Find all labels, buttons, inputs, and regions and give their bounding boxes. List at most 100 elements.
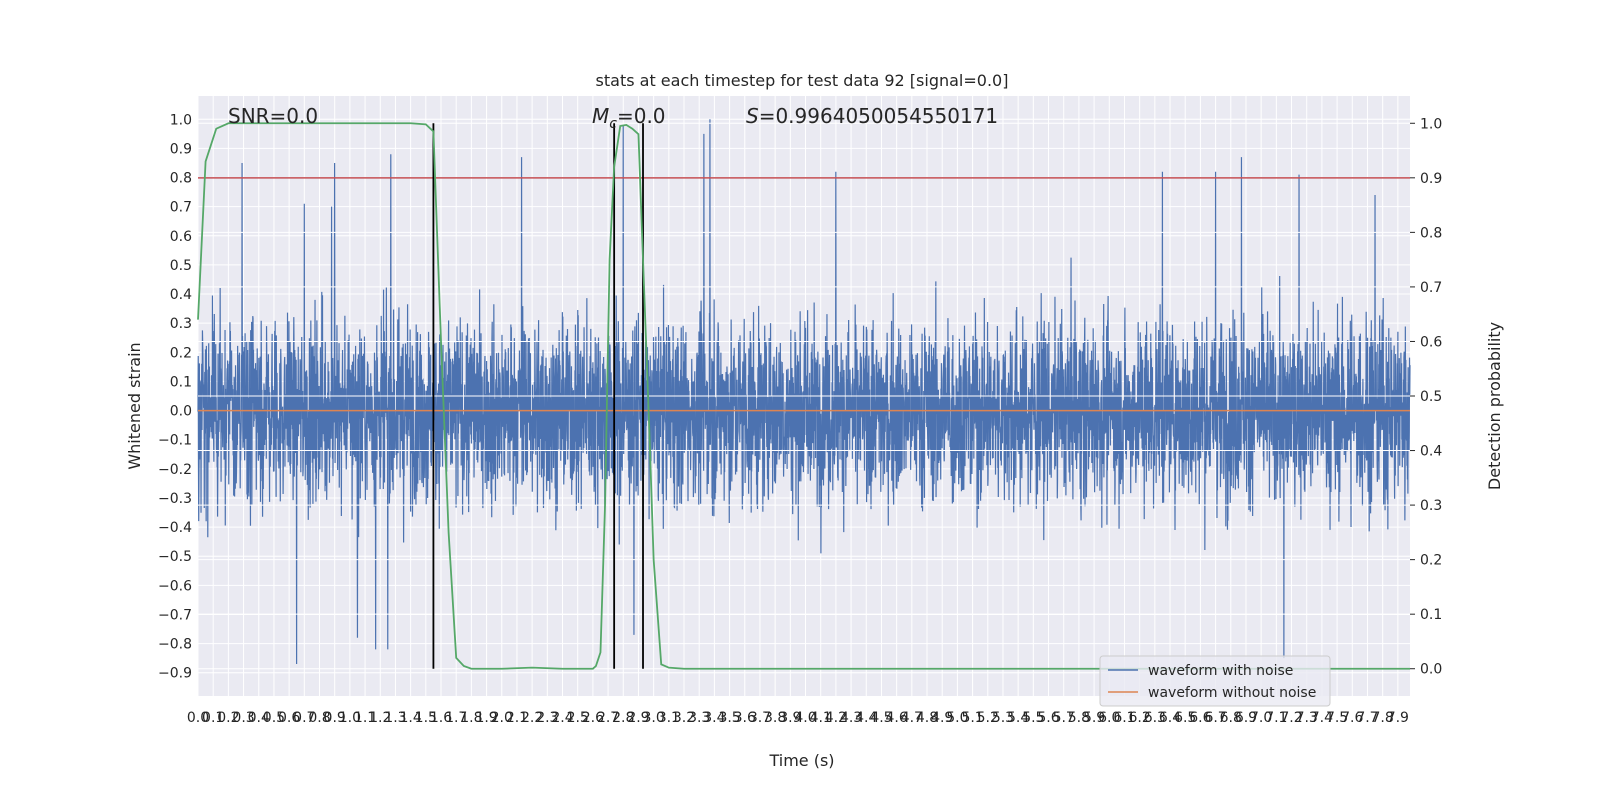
x-tick-label: 5.1 (961, 710, 983, 726)
y-tick-label: −0.5 (158, 549, 192, 565)
x-tick-label: 1.1 (354, 710, 376, 726)
x-tick-label: 0.3 (232, 710, 254, 726)
x-tick-label: 7.0 (1250, 710, 1272, 726)
x-tick-label: 3.1 (658, 710, 680, 726)
x-tick-label: 2.2 (521, 710, 543, 726)
y2-tick-label: 0.0 (1420, 662, 1442, 678)
x-tick-label: 1.0 (339, 710, 361, 726)
y-tick-label: −0.7 (158, 607, 192, 623)
x-tick-label: 7.8 (1372, 710, 1394, 726)
x-tick-label: 4.0 (794, 710, 816, 726)
x-tick-label: 5.2 (977, 710, 999, 726)
x-tick-label: 7.4 (1311, 710, 1333, 726)
series-waveform-with-noise (197, 119, 1411, 664)
legend-label-noise: waveform with noise (1148, 663, 1293, 679)
x-tick-label: 6.0 (1098, 710, 1120, 726)
x-tick-label: 6.8 (1220, 710, 1242, 726)
x-tick-label: 7.5 (1326, 710, 1348, 726)
y-tick-label: 0.9 (170, 141, 192, 157)
series-layer (197, 119, 1411, 664)
x-tick-label: 6.6 (1189, 710, 1211, 726)
overlay-layer (197, 122, 1410, 670)
x-tick-label: 2.0 (491, 710, 513, 726)
x-tick-label: 6.3 (1144, 710, 1166, 726)
y-tick-label: −0.1 (158, 433, 192, 449)
legend: waveform with noise waveform without noi… (1099, 655, 1331, 707)
x-tick-label: 3.6 (734, 710, 756, 726)
y2-tick-label: 0.5 (1420, 389, 1442, 405)
x-tick-label: 3.9 (779, 710, 801, 726)
y-tick-label: −0.6 (158, 578, 192, 594)
legend-box (1099, 655, 1331, 707)
x-tick-label: 7.2 (1280, 710, 1302, 726)
x-tick-label: 0.4 (248, 710, 270, 726)
x-tick-label: 4.3 (840, 710, 862, 726)
x-tick-label: 0.1 (202, 710, 224, 726)
x-tick-label: 5.4 (1007, 710, 1029, 726)
y-tick-label: −0.2 (158, 462, 192, 478)
x-tick-label: 2.5 (567, 710, 589, 726)
x-tick-label: 1.6 (430, 710, 452, 726)
x-tick-label: 2.7 (597, 710, 619, 726)
x-tick-label: 4.5 (870, 710, 892, 726)
x-tick-label: 6.7 (1204, 710, 1226, 726)
annotation-score: S=0.9964050054550171 (746, 104, 998, 128)
x-tick-label: 5.6 (1037, 710, 1059, 726)
y-tick-label: 0.7 (170, 200, 192, 216)
x-tick-label: 1.4 (399, 710, 421, 726)
x-tick-label: 5.0 (946, 710, 968, 726)
x-tick-label: 2.3 (536, 710, 558, 726)
y2-tick-label: 0.4 (1420, 444, 1442, 460)
y-tick-label: 0.8 (170, 171, 192, 187)
x-tick-label: 2.4 (551, 710, 573, 726)
y2-tick-label: 0.8 (1420, 225, 1442, 241)
x-tick-label: 0.7 (293, 710, 315, 726)
y-tick-label: 0.4 (170, 287, 192, 303)
x-tick-label: 0.0 (187, 710, 209, 726)
x-tick-label: 4.7 (901, 710, 923, 726)
y2-tick-label: 0.6 (1420, 334, 1442, 350)
x-tick-label: 0.2 (217, 710, 239, 726)
y-tick-label: 0.0 (170, 404, 192, 420)
x-tick-label: 2.1 (506, 710, 528, 726)
y-tick-label: 0.1 (170, 374, 192, 390)
x-tick-label: 0.8 (308, 710, 330, 726)
ticks: 0.00.10.20.30.40.50.60.70.80.91.01.11.21… (158, 112, 1442, 726)
annotation-chirp-mass: Mc=0.0 (592, 104, 666, 132)
y2-tick-label: 0.2 (1420, 553, 1442, 569)
x-tick-label: 5.8 (1068, 710, 1090, 726)
x-tick-label: 1.5 (415, 710, 437, 726)
x-tick-label: 4.6 (886, 710, 908, 726)
x-tick-label: 2.6 (582, 710, 604, 726)
chart-title: stats at each timestep for test data 92 … (596, 71, 1009, 90)
y-tick-label: 1.0 (170, 112, 192, 128)
x-tick-label: 6.4 (1159, 710, 1181, 726)
y-tick-label: −0.3 (158, 491, 192, 507)
x-tick-label: 0.5 (263, 710, 285, 726)
x-tick-label: 5.5 (1022, 710, 1044, 726)
x-tick-label: 5.9 (1083, 710, 1105, 726)
x-tick-label: 4.8 (916, 710, 938, 726)
x-axis-label: Time (s) (768, 751, 834, 770)
x-tick-label: 4.9 (931, 710, 953, 726)
y-tick-label: 0.3 (170, 316, 192, 332)
x-tick-label: 3.8 (764, 710, 786, 726)
y-tick-label: 0.5 (170, 258, 192, 274)
x-tick-label: 1.7 (445, 710, 467, 726)
x-tick-label: 7.1 (1265, 710, 1287, 726)
y2-tick-label: 0.3 (1420, 498, 1442, 514)
x-tick-label: 4.4 (855, 710, 877, 726)
x-tick-label: 3.5 (718, 710, 740, 726)
x-tick-label: 7.7 (1356, 710, 1378, 726)
x-tick-label: 3.3 (688, 710, 710, 726)
y-tick-label: −0.9 (158, 666, 192, 682)
x-tick-label: 0.6 (278, 710, 300, 726)
x-tick-label: 7.3 (1296, 710, 1318, 726)
y2-tick-label: 0.7 (1420, 280, 1442, 296)
x-tick-label: 3.0 (643, 710, 665, 726)
series-detection-probability (197, 122, 1410, 670)
x-tick-label: 1.8 (460, 710, 482, 726)
x-tick-label: 3.2 (673, 710, 695, 726)
y2-tick-label: 0.9 (1420, 171, 1442, 187)
